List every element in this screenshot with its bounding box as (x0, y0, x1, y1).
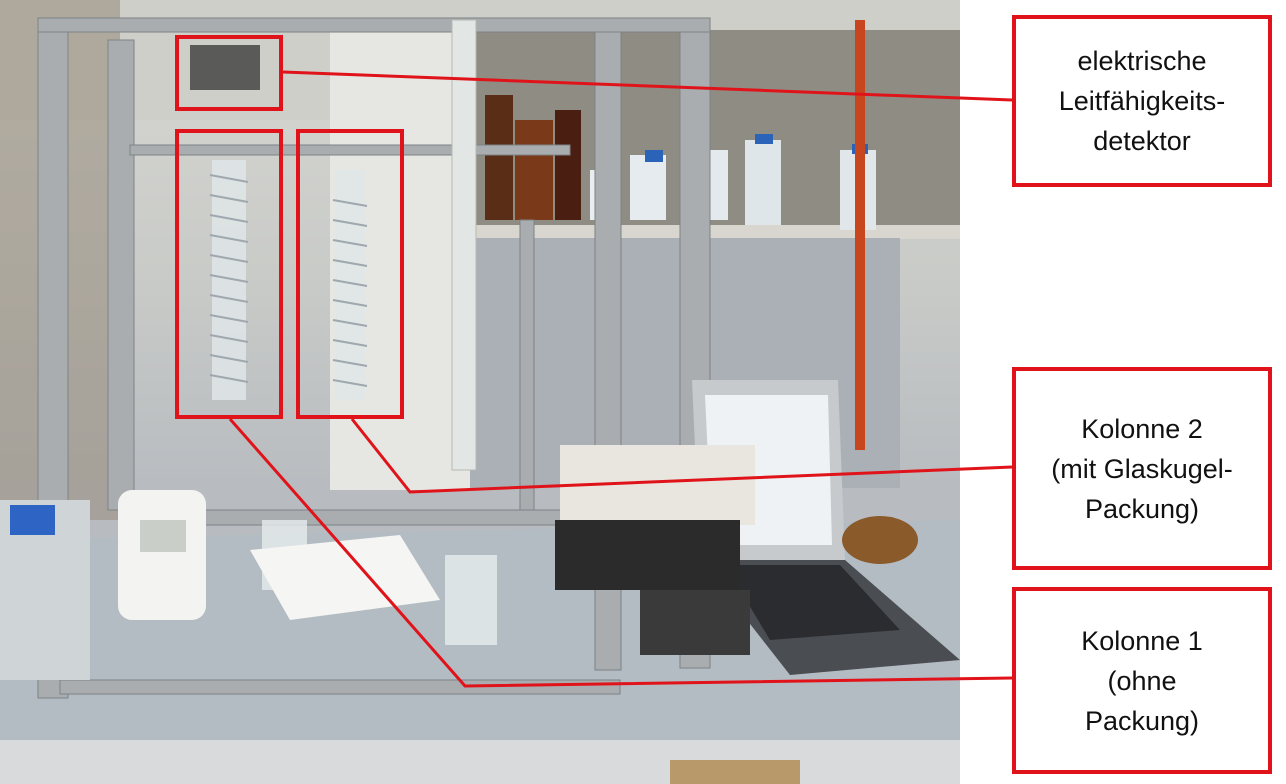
lab-setup-photo (0, 0, 960, 784)
lab-scene (0, 0, 960, 784)
column-2-callout: Kolonne 2 (mit Glaskugel- Packung) (1012, 367, 1272, 570)
detector-callout-line-3: detektor (1093, 126, 1191, 156)
black-device (555, 520, 740, 590)
column-2-callout-line-2: (mit Glaskugel- (1051, 453, 1233, 484)
column-1-callout: Kolonne 1 (ohne Packung) (1012, 587, 1272, 774)
wood-strip (670, 760, 800, 784)
beaker-2 (445, 555, 497, 645)
column-1-callout-line-1: Kolonne 1 (1081, 625, 1203, 656)
meter-device (640, 590, 750, 655)
detector-callout-line-2: Leitfähigkeits- (1058, 86, 1226, 116)
detector-callout-line-1: elektrische (1077, 46, 1207, 76)
column-2-callout-line-1: Kolonne 2 (1081, 413, 1203, 444)
column-1-coil (209, 160, 249, 400)
condenser (451, 19, 477, 471)
column-1-callout-line-3: Packung) (1084, 705, 1200, 736)
pump-display (10, 505, 55, 535)
cork-ring (842, 516, 918, 564)
bench-edge (0, 740, 960, 784)
orange-pipe (855, 20, 865, 450)
column-2-coil (332, 170, 368, 400)
column-2-callout-line-3: Packung) (1084, 493, 1200, 524)
detector-highlight (175, 35, 283, 111)
detector-callout: elektrische Leitfähigkeits- detektor (1012, 15, 1272, 187)
clock-display (140, 520, 186, 552)
column-1-callout-line-2: (ohne (1107, 665, 1177, 696)
controller-box (560, 445, 755, 525)
column-1-highlight (175, 129, 283, 419)
shelf (470, 225, 960, 239)
column-2-highlight (296, 129, 404, 419)
clock (118, 490, 206, 620)
detector-clamp (190, 45, 260, 90)
